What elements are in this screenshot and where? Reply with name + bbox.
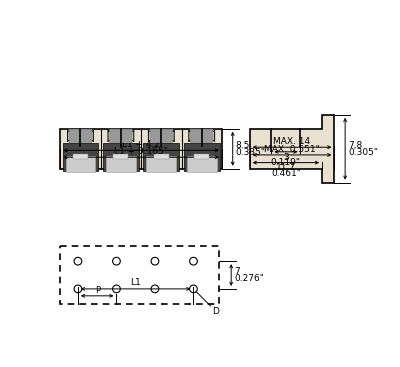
Bar	[146, 156, 176, 172]
Text: 0.305": 0.305"	[348, 148, 378, 157]
Text: 7: 7	[234, 268, 240, 276]
Text: 0.461": 0.461"	[271, 169, 301, 178]
Bar	[62, 143, 98, 171]
FancyBboxPatch shape	[191, 129, 213, 143]
Bar	[194, 154, 209, 159]
Bar	[60, 246, 219, 304]
Text: 3: 3	[283, 153, 289, 161]
Circle shape	[190, 285, 197, 293]
Text: MAX. 0.551": MAX. 0.551"	[264, 145, 320, 154]
Bar	[103, 143, 139, 171]
Text: L1: L1	[130, 278, 141, 287]
Bar	[106, 156, 136, 172]
Text: MAX. 14: MAX. 14	[274, 137, 310, 146]
Circle shape	[151, 257, 159, 265]
Circle shape	[74, 257, 82, 265]
Circle shape	[190, 257, 197, 265]
Bar	[184, 143, 220, 171]
Bar	[154, 154, 169, 159]
Text: 0.119": 0.119"	[271, 158, 301, 167]
Text: L1 + 4,2: L1 + 4,2	[122, 140, 160, 149]
Bar	[144, 143, 179, 171]
FancyBboxPatch shape	[148, 130, 174, 142]
Bar	[66, 156, 95, 172]
Circle shape	[151, 285, 159, 293]
Text: 0.276": 0.276"	[234, 275, 264, 283]
Circle shape	[113, 285, 120, 293]
Text: D: D	[212, 306, 219, 316]
FancyBboxPatch shape	[189, 130, 215, 142]
Text: L1 + 0.165": L1 + 0.165"	[114, 148, 168, 156]
Text: P: P	[95, 286, 100, 295]
Text: 11,7: 11,7	[276, 163, 296, 172]
Bar	[73, 154, 88, 159]
Bar	[187, 156, 216, 172]
FancyBboxPatch shape	[70, 129, 92, 143]
Polygon shape	[250, 115, 334, 183]
Text: 7,8: 7,8	[348, 141, 362, 150]
FancyBboxPatch shape	[150, 129, 172, 143]
Text: 0.335": 0.335"	[236, 148, 266, 157]
FancyBboxPatch shape	[108, 130, 134, 142]
FancyBboxPatch shape	[68, 130, 93, 142]
Bar	[114, 154, 128, 159]
Circle shape	[74, 285, 82, 293]
Bar	[60, 129, 222, 169]
FancyBboxPatch shape	[110, 129, 132, 143]
Circle shape	[113, 257, 120, 265]
Text: 8.5: 8.5	[236, 141, 250, 150]
